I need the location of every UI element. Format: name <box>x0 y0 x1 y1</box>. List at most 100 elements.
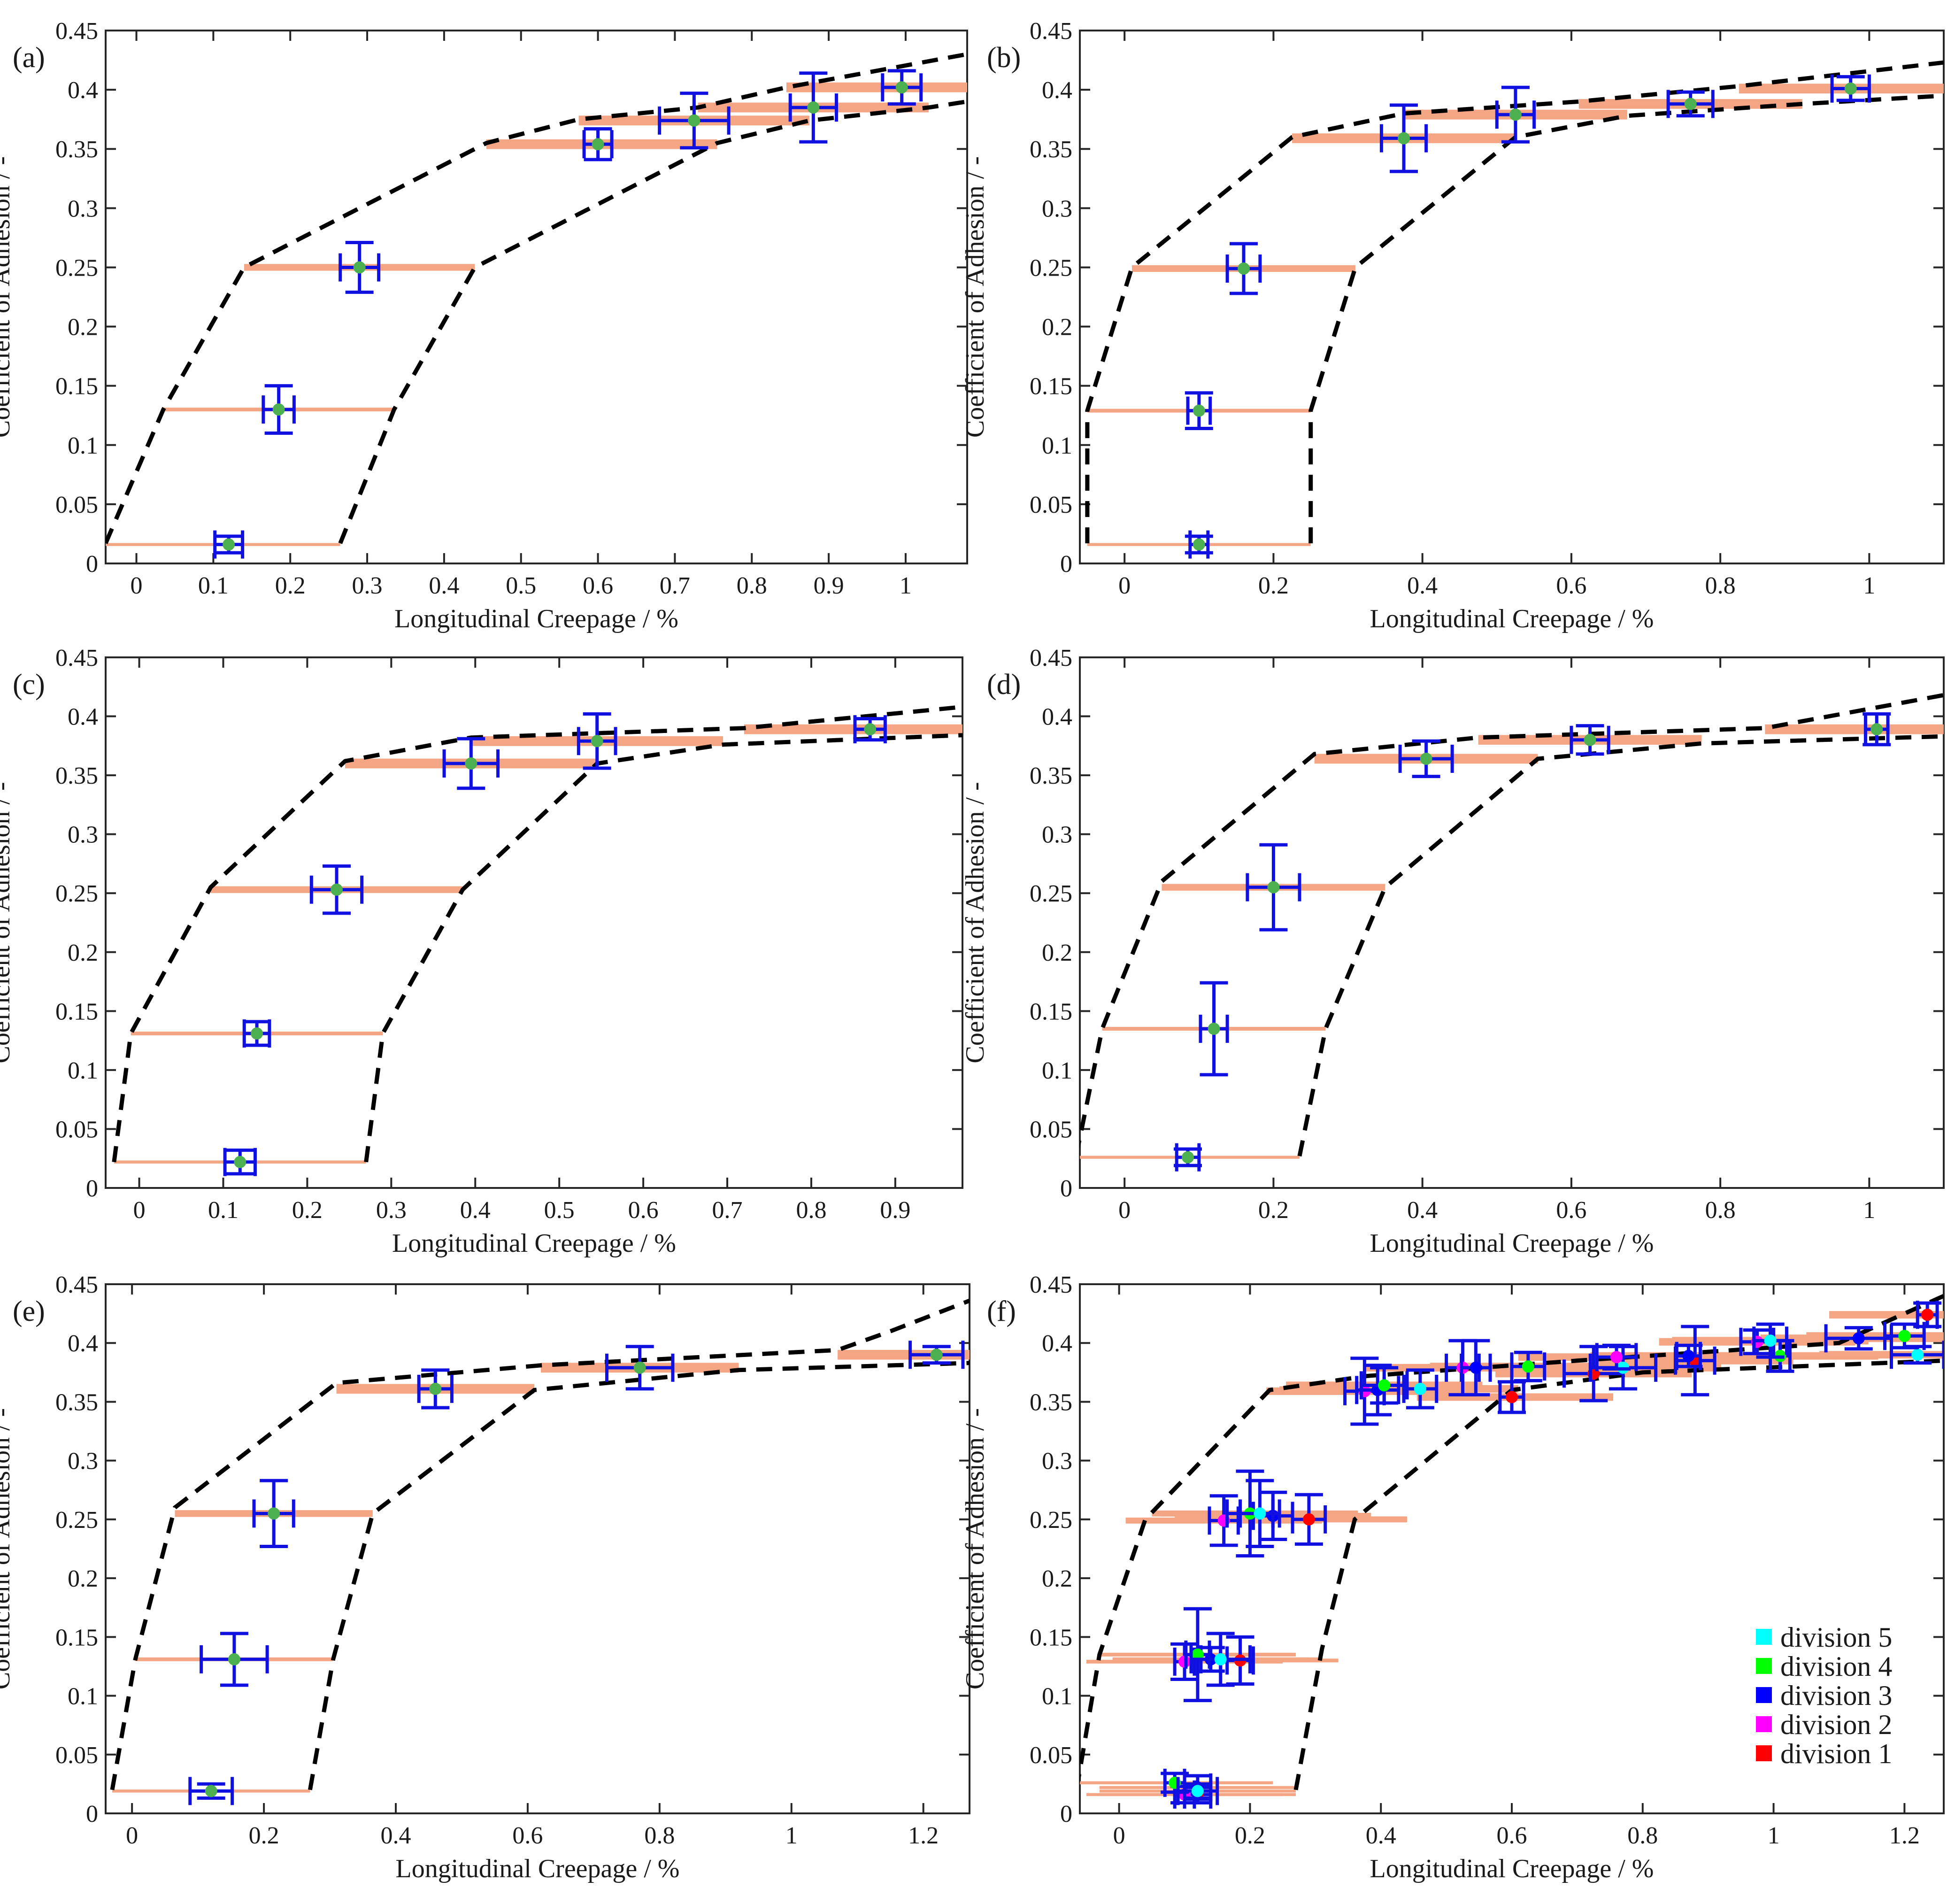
data-point <box>864 723 877 736</box>
x-tick-label: 0.5 <box>506 572 536 599</box>
data-point <box>234 1156 246 1168</box>
data-point <box>223 538 235 551</box>
envelope-upper-line <box>1080 693 1944 1149</box>
panel-a: 0 0.05 0.1 0.15 0.2 0.25 0.3 0.35 0.4 0.45 0 0.1 0.2… <box>0 18 968 633</box>
legend-label: division 1 <box>1780 1738 1892 1769</box>
y-tick-label: 0.15 <box>1030 1624 1072 1651</box>
y-tick-label: 0.35 <box>55 763 98 789</box>
y-tick-label: 0.2 <box>1042 940 1072 966</box>
y-tick-label: 0 <box>1060 1175 1072 1202</box>
x-axis-title: Longitudinal Creepage / % <box>396 1854 680 1883</box>
x-tick-label: 0 <box>1118 572 1131 599</box>
y-tick-label: 0.2 <box>68 314 98 341</box>
y-tick-label: 0.25 <box>1030 1507 1072 1534</box>
data-point <box>1208 1023 1220 1035</box>
y-tick-label: 0.2 <box>68 1565 98 1592</box>
x-tick-label: 0.4 <box>1407 572 1438 599</box>
x-tick-label: 1 <box>1863 1197 1875 1224</box>
data-point <box>228 1653 240 1665</box>
envelope-upper-line <box>110 1298 970 1790</box>
data-point <box>1509 108 1522 121</box>
panel-c: 0 0.05 0.1 0.15 0.2 0.25 0.3 0.35 0.4 0.45 0 0.1 0.2… <box>0 645 963 1258</box>
x-axis-title: Longitudinal Creepage / % <box>394 604 678 633</box>
y-tick-label: 0.45 <box>55 1272 98 1298</box>
x-tick-label: 0.2 <box>292 1197 323 1224</box>
x-tick-label: 0 <box>1113 1822 1125 1849</box>
x-axis-title: Longitudinal Creepage / % <box>1370 604 1654 633</box>
data-point <box>1237 262 1250 275</box>
x-tick-label: 0.7 <box>660 572 690 599</box>
error-bar <box>1460 1339 1492 1396</box>
data-point <box>1844 82 1857 95</box>
y-tick-label: 0.1 <box>68 1683 98 1710</box>
panel-label: (a) <box>13 42 45 74</box>
error-bar <box>605 1345 675 1391</box>
x-tick-label: 0.8 <box>1705 572 1736 599</box>
data-point <box>1898 1330 1911 1342</box>
panel-label: (c) <box>13 669 45 701</box>
data-point <box>1420 752 1432 765</box>
y-tick-label: 0.15 <box>55 1624 98 1651</box>
y-axis-title: Coefficient of Adhesion / - <box>961 782 990 1063</box>
legend-swatch <box>1756 1716 1772 1732</box>
y-tick-label: 0.1 <box>1042 432 1072 459</box>
plot-content <box>110 1298 970 1805</box>
y-tick-label: 0.05 <box>1030 1116 1072 1143</box>
envelope-lower-line <box>338 99 967 544</box>
x-tick-label: 0.6 <box>1497 1822 1527 1849</box>
x-axis-title: Longitudinal Creepage / % <box>392 1229 676 1258</box>
y-axis-title: Coefficient of Adhesion / - <box>0 782 15 1063</box>
error-bar <box>1883 1322 1926 1350</box>
data-point <box>1193 538 1205 551</box>
legend-label: division 4 <box>1780 1651 1892 1682</box>
data-point <box>688 114 700 127</box>
panel-label: (e) <box>13 1295 45 1327</box>
y-tick-label: 0.45 <box>1030 645 1072 671</box>
x-tick-label: 0.6 <box>512 1822 543 1849</box>
x-tick-label: 0.2 <box>1258 1197 1289 1224</box>
y-tick-label: 0.15 <box>1030 373 1072 400</box>
panel-f: 0 0.05 0.1 0.15 0.2 0.25 0.3 0.35 0.4 0.45 0 0.2 0.4… <box>961 1272 1945 1883</box>
panel-label: (b) <box>987 42 1021 74</box>
panel-d: 0 0.05 0.1 0.15 0.2 0.25 0.3 0.35 0.4 0.45 0 0.2 0.4… <box>961 645 1945 1258</box>
y-tick-label: 0.3 <box>1042 1448 1072 1475</box>
data-point <box>331 883 343 896</box>
y-tick-label: 0.05 <box>1030 1742 1072 1769</box>
data-point <box>1522 1360 1534 1373</box>
y-tick-label: 0.15 <box>55 373 98 400</box>
x-tick-label: 1.2 <box>1889 1822 1920 1849</box>
plot-content <box>1085 60 1944 559</box>
x-tick-label: 0.4 <box>460 1197 491 1224</box>
x-tick-label: 0.8 <box>644 1822 675 1849</box>
data-point <box>930 1349 943 1361</box>
y-tick-label: 0.25 <box>1030 880 1072 907</box>
y-tick-label: 0 <box>86 1801 98 1827</box>
data-point <box>1870 723 1883 736</box>
x-tick-label: 1.2 <box>908 1822 939 1849</box>
plot-area <box>1079 656 1945 1189</box>
legend-swatch <box>1756 1687 1772 1703</box>
data-point <box>1911 1349 1924 1361</box>
x-tick-label: 0.4 <box>381 1822 411 1849</box>
envelope-upper-line <box>1080 1294 1944 1783</box>
x-tick-label: 0.6 <box>628 1197 659 1224</box>
y-tick-label: 0.3 <box>1042 822 1072 848</box>
data-point <box>1398 132 1410 145</box>
y-axis-title: Coefficient of Adhesion / - <box>961 1408 990 1689</box>
plot-content <box>106 52 967 559</box>
data-point <box>1506 1391 1518 1403</box>
x-tick-label: 0.9 <box>814 572 844 599</box>
x-tick-label: 0.9 <box>880 1197 910 1224</box>
legend-swatch <box>1756 1745 1772 1761</box>
y-tick-label: 0 <box>86 551 98 578</box>
legend-label: division 5 <box>1780 1622 1892 1653</box>
y-tick-label: 0.3 <box>1042 195 1072 222</box>
y-tick-label: 0.4 <box>1042 704 1072 731</box>
y-tick-label: 0.05 <box>1030 492 1072 518</box>
y-tick-label: 0 <box>1060 551 1072 578</box>
y-tick-label: 0.4 <box>68 77 98 104</box>
x-axis-title: Longitudinal Creepage / % <box>1370 1229 1654 1258</box>
y-tick-label: 0.2 <box>68 940 98 966</box>
x-tick-label: 0.4 <box>1407 1197 1438 1224</box>
